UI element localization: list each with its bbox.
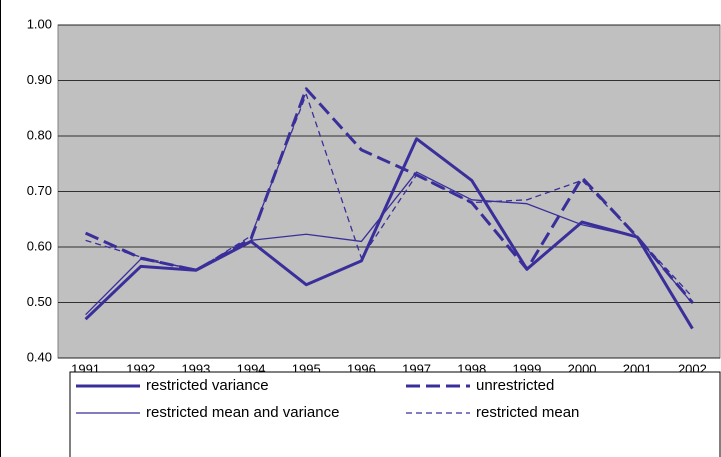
y-tick-label: 0.80 xyxy=(27,127,52,142)
y-tick-label: 0.60 xyxy=(27,238,52,253)
y-tick-label: 0.90 xyxy=(27,72,52,87)
y-tick-label: 0.70 xyxy=(27,183,52,198)
legend-label: unrestricted xyxy=(476,377,554,394)
y-tick-label: 0.40 xyxy=(27,349,52,364)
legend-label: restricted mean and variance xyxy=(146,404,339,421)
y-tick-label: 1.00 xyxy=(27,16,52,31)
series-line xyxy=(85,93,693,298)
legend-box xyxy=(69,371,721,457)
legend-label: restricted mean xyxy=(476,404,579,421)
legend-label: restricted variance xyxy=(146,377,269,394)
y-tick-label: 0.50 xyxy=(27,294,52,309)
